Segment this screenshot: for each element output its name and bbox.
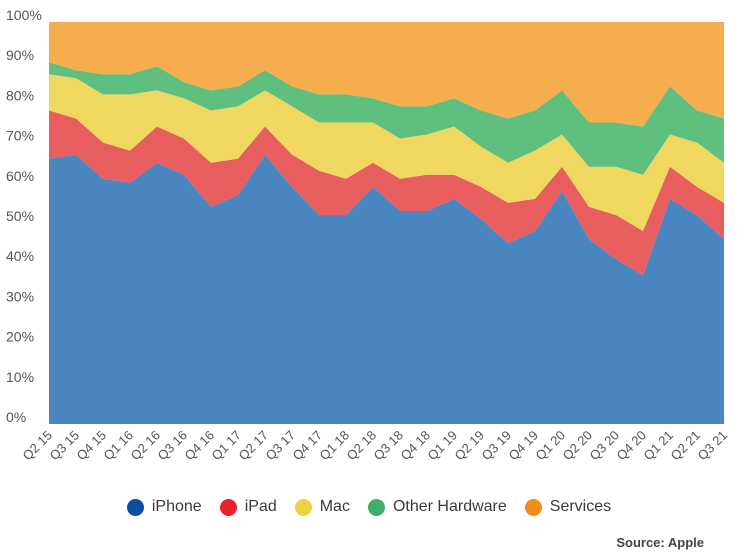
- area-iphone: [49, 154, 724, 424]
- legend-swatch-services: [524, 498, 542, 516]
- x-tick-label: Q3 16: [154, 428, 190, 464]
- y-tick-label: 50%: [6, 208, 34, 224]
- legend-item-services[interactable]: Services: [524, 498, 612, 516]
- x-tick-label: Q2 18: [343, 428, 379, 464]
- area-other-hardware: [49, 62, 724, 175]
- x-tick-label: Q4 20: [613, 428, 649, 464]
- x-tick-label: Q1 17: [208, 428, 244, 464]
- x-tick-label: Q2 20: [559, 428, 595, 464]
- legend-item-other-hardware[interactable]: Other Hardware: [367, 498, 507, 516]
- source-note: Source: Apple: [616, 535, 704, 550]
- legend-label-iphone: iPhone: [151, 498, 202, 515]
- legend-swatch-iphone: [126, 498, 144, 516]
- y-tick-label: 40%: [6, 248, 34, 264]
- y-tick-label: 90%: [6, 47, 34, 63]
- x-tick-label: Q4 17: [289, 428, 325, 464]
- x-tick-label: Q2 17: [235, 428, 271, 464]
- x-tick-label: Q3 20: [586, 428, 622, 464]
- area-mac: [49, 74, 724, 232]
- y-axis: 0% 10% 20% 30% 40% 50% 60% 70% 80% 90% 100%: [6, 7, 42, 425]
- x-tick-label: Q3 17: [262, 428, 298, 464]
- x-tick-label: Q4 16: [181, 428, 217, 464]
- x-tick-label: Q2 21: [667, 428, 703, 464]
- x-tick-label: Q1 16: [100, 428, 136, 464]
- y-tick-label: 20%: [6, 329, 34, 345]
- legend-item-mac[interactable]: Mac: [294, 498, 350, 516]
- y-tick-label: 100%: [6, 7, 42, 23]
- x-tick-label: Q1 19: [424, 428, 460, 464]
- area-ipad: [49, 110, 724, 276]
- legend-label-services: Services: [549, 498, 612, 515]
- legend: iPhone iPad Mac Other Hardware Services: [0, 498, 738, 516]
- area-services: [49, 22, 724, 127]
- legend-label-other-hardware: Other Hardware: [392, 498, 507, 515]
- area-series-group: [49, 22, 724, 424]
- legend-item-ipad[interactable]: iPad: [219, 498, 277, 516]
- x-tick-label: Q2 15: [19, 428, 55, 464]
- legend-label-mac: Mac: [319, 498, 350, 515]
- y-tick-label: 10%: [6, 369, 34, 385]
- y-tick-label: 70%: [6, 128, 34, 144]
- stacked-area-chart: 0%10%20%30%40%50%60%70%80%90%100% Q2 15Q…: [6, 7, 730, 464]
- legend-swatch-other-hardware: [367, 498, 385, 516]
- x-tick-label: Q3 18: [370, 428, 406, 464]
- legend-swatch-ipad: [219, 498, 237, 516]
- x-tick-label: Q4 15: [73, 428, 109, 464]
- legend-swatch-mac: [294, 498, 312, 516]
- y-tick-label: 60%: [6, 168, 34, 184]
- x-tick-label: Q4 18: [397, 428, 433, 464]
- x-tick-label: Q2 16: [127, 428, 163, 464]
- x-tick-label: Q1 20: [532, 428, 568, 464]
- x-tick-label: Q3 15: [46, 428, 82, 464]
- x-tick-label: Q2 19: [451, 428, 487, 464]
- legend-label-ipad: iPad: [244, 498, 277, 515]
- x-tick-label: Q1 21: [640, 428, 676, 464]
- x-tick-label: Q3 19: [478, 428, 514, 464]
- y-tick-label: 0%: [6, 409, 26, 425]
- x-tick-label: Q4 19: [505, 428, 541, 464]
- y-tick-label: 80%: [6, 87, 34, 103]
- legend-item-iphone[interactable]: iPhone: [126, 498, 202, 516]
- y-tick-label: 30%: [6, 288, 34, 304]
- x-tick-label: Q1 18: [316, 428, 352, 464]
- x-tick-label: Q3 21: [694, 428, 730, 464]
